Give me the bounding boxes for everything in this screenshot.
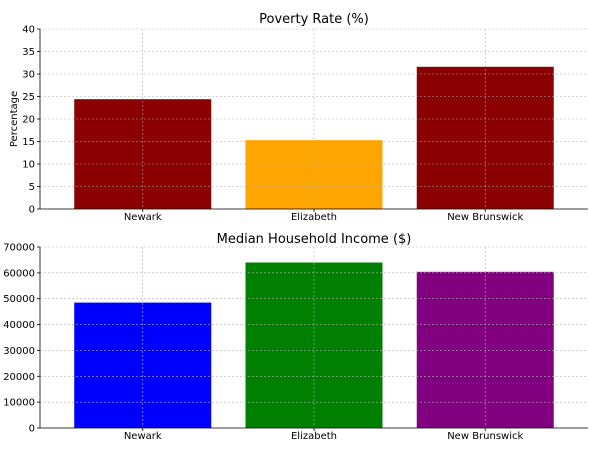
y-tick-label: 0 bbox=[29, 424, 35, 435]
y-tick-label: 10 bbox=[22, 160, 35, 171]
chart-panel-1: 0 5 10 15 20 25 30 35 40 Newark Elizabeth New Bruns… bbox=[9, 12, 588, 223]
chart-title: Poverty Rate (%) bbox=[259, 12, 369, 27]
chart-panel-2: 0 10000 20000 30000 40000 50000 60000 70000 Newa… bbox=[3, 232, 588, 442]
y-tick-label: 40000 bbox=[3, 320, 35, 331]
x-tick-label: Elizabeth bbox=[291, 212, 337, 223]
x-tick-label: Newark bbox=[124, 431, 162, 442]
chart-title: Median Household Income ($) bbox=[217, 232, 412, 247]
y-tick-label: 40 bbox=[22, 25, 35, 36]
bar-newark bbox=[74, 302, 212, 428]
y-axis-label: Percentage bbox=[9, 91, 20, 147]
y-tick-label: 20000 bbox=[3, 372, 35, 383]
y-tick-label: 25 bbox=[22, 92, 35, 103]
y-tick-label: 30 bbox=[22, 70, 35, 81]
x-tick-label: New Brunswick bbox=[447, 212, 523, 223]
y-tick-label: 60000 bbox=[3, 268, 35, 279]
y-tick-label: 35 bbox=[22, 47, 35, 58]
x-tick-label: Elizabeth bbox=[291, 431, 337, 442]
x-tick-label: Newark bbox=[124, 212, 162, 223]
y-tick-label: 10000 bbox=[3, 398, 35, 409]
y-tick-label: 15 bbox=[22, 137, 35, 148]
y-tick-label: 30000 bbox=[3, 346, 35, 357]
y-tick-label: 70000 bbox=[3, 243, 35, 254]
x-tick-label: New Brunswick bbox=[447, 431, 523, 442]
y-tick-label: 20 bbox=[22, 115, 35, 126]
y-tick-label: 0 bbox=[29, 205, 35, 216]
y-tick-label: 50000 bbox=[3, 294, 35, 305]
y-tick-label: 5 bbox=[29, 182, 35, 193]
